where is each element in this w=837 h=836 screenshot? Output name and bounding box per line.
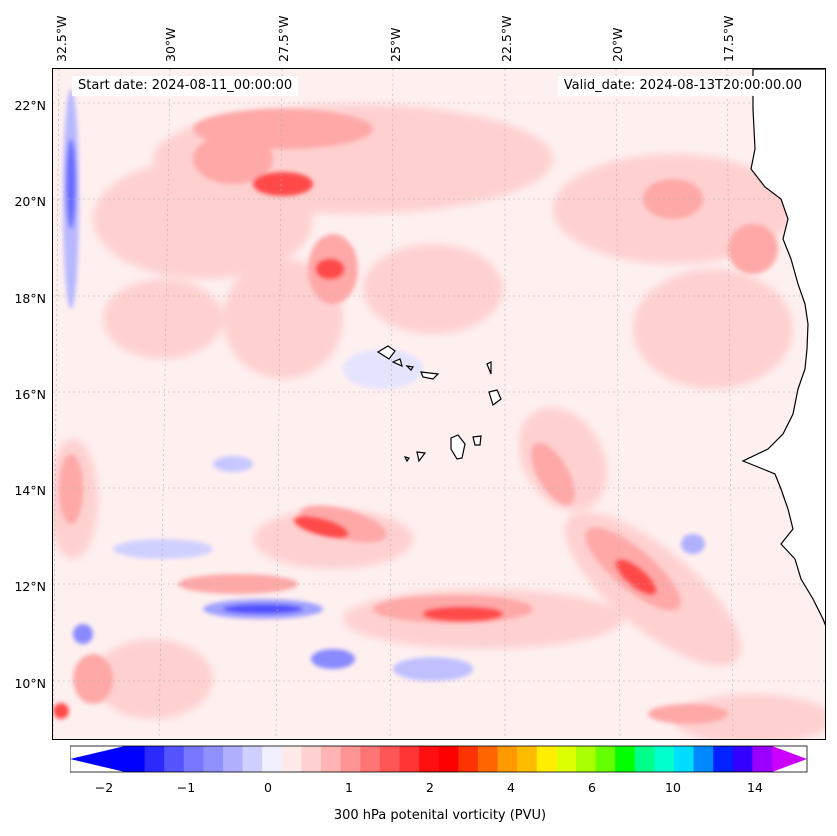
- colorbar-tick-6: 6: [588, 780, 596, 795]
- colorbar-segment: [634, 746, 655, 772]
- lon-label-32-5w: 32.5°W: [54, 15, 69, 62]
- colorbar-tick-10: 10: [665, 780, 681, 795]
- colorbar-max-arrow: [772, 746, 807, 772]
- lon-label-25w: 25°W: [388, 27, 403, 62]
- valid-date-label: Valid_date: 2024-08-13T20:00:00.00: [557, 76, 808, 96]
- lat-label-22n: 22°N: [14, 98, 46, 113]
- colorbar-segment: [536, 746, 557, 772]
- colorbar-segment: [262, 746, 283, 772]
- colorbar-segment: [183, 746, 204, 772]
- colorbar-segment: [595, 746, 616, 772]
- colorbar-outline: [70, 745, 808, 773]
- graticule: [53, 69, 825, 739]
- colorbar-tick-0: 0: [264, 780, 272, 795]
- colorbar-tick-1: 1: [345, 780, 353, 795]
- colorbar-segment: [379, 746, 400, 772]
- map-panel: [52, 68, 826, 740]
- colorbar-segment: [321, 746, 342, 772]
- pv-contour-field: [53, 69, 825, 739]
- lat-label-16n: 16°N: [14, 387, 46, 402]
- colorbar-segments: [125, 746, 773, 772]
- pv-blue-areas: [63, 89, 705, 681]
- lat-label-14n: 14°N: [14, 483, 46, 498]
- colorbar-segment: [125, 746, 146, 772]
- colorbar-segment: [399, 746, 420, 772]
- lon-label-27-5w: 27.5°W: [276, 15, 291, 62]
- colorbar-segment: [654, 746, 675, 772]
- colorbar-segment: [301, 746, 322, 772]
- lat-label-20n: 20°N: [14, 194, 46, 209]
- colorbar-segment: [419, 746, 440, 772]
- colorbar-tick-14: 14: [747, 780, 763, 795]
- lat-label-18n: 18°N: [14, 291, 46, 306]
- colorbar-segment: [575, 746, 597, 772]
- africa-coastline: [741, 69, 825, 626]
- lat-label-12n: 12°N: [14, 579, 46, 594]
- pv-red-cores: [53, 172, 657, 719]
- colorbar-segment: [458, 746, 479, 772]
- lat-label-10n: 10°N: [14, 676, 46, 691]
- colorbar-segment: [673, 746, 695, 772]
- colorbar-tick-minus1: −1: [176, 780, 196, 795]
- colorbar-tick-4: 4: [507, 780, 515, 795]
- colorbar-segment: [477, 746, 499, 772]
- colorbar-segment: [144, 746, 165, 772]
- pv-light-pink-areas: [53, 104, 825, 739]
- colorbar-segment: [497, 746, 518, 772]
- colorbar-segment: [713, 746, 734, 772]
- colorbar-tick-minus2: −2: [94, 780, 114, 795]
- colorbar-segment: [732, 746, 753, 772]
- colorbar-segment: [615, 746, 636, 772]
- colorbar-segment: [281, 746, 302, 772]
- lon-label-30w: 30°W: [163, 27, 178, 62]
- colorbar-segment: [360, 746, 381, 772]
- cape-verde-islands: [376, 345, 502, 463]
- lon-label-17-5w: 17.5°W: [721, 15, 736, 62]
- colorbar-segment: [340, 746, 361, 772]
- colorbar-segment: [242, 746, 263, 772]
- colorbar-segment: [164, 746, 185, 772]
- colorbar-segment: [203, 746, 224, 772]
- colorbar-min-arrow: [70, 746, 125, 772]
- start-date-label: Start date: 2024-08-11_00:00:00: [72, 76, 299, 96]
- colorbar-segment: [693, 746, 714, 772]
- lon-label-20w: 20°W: [610, 27, 625, 62]
- colorbar-segment: [438, 746, 459, 772]
- colorbar-segment: [223, 746, 244, 772]
- lon-label-22-5w: 22.5°W: [499, 15, 514, 62]
- colorbar-segment: [517, 746, 538, 772]
- colorbar: [70, 745, 808, 773]
- colorbar-segment: [752, 746, 773, 772]
- colorbar-tick-2: 2: [426, 780, 434, 795]
- colorbar-label: 300 hPa potenital vorticity (PVU): [333, 808, 547, 823]
- colorbar-segment: [556, 746, 577, 772]
